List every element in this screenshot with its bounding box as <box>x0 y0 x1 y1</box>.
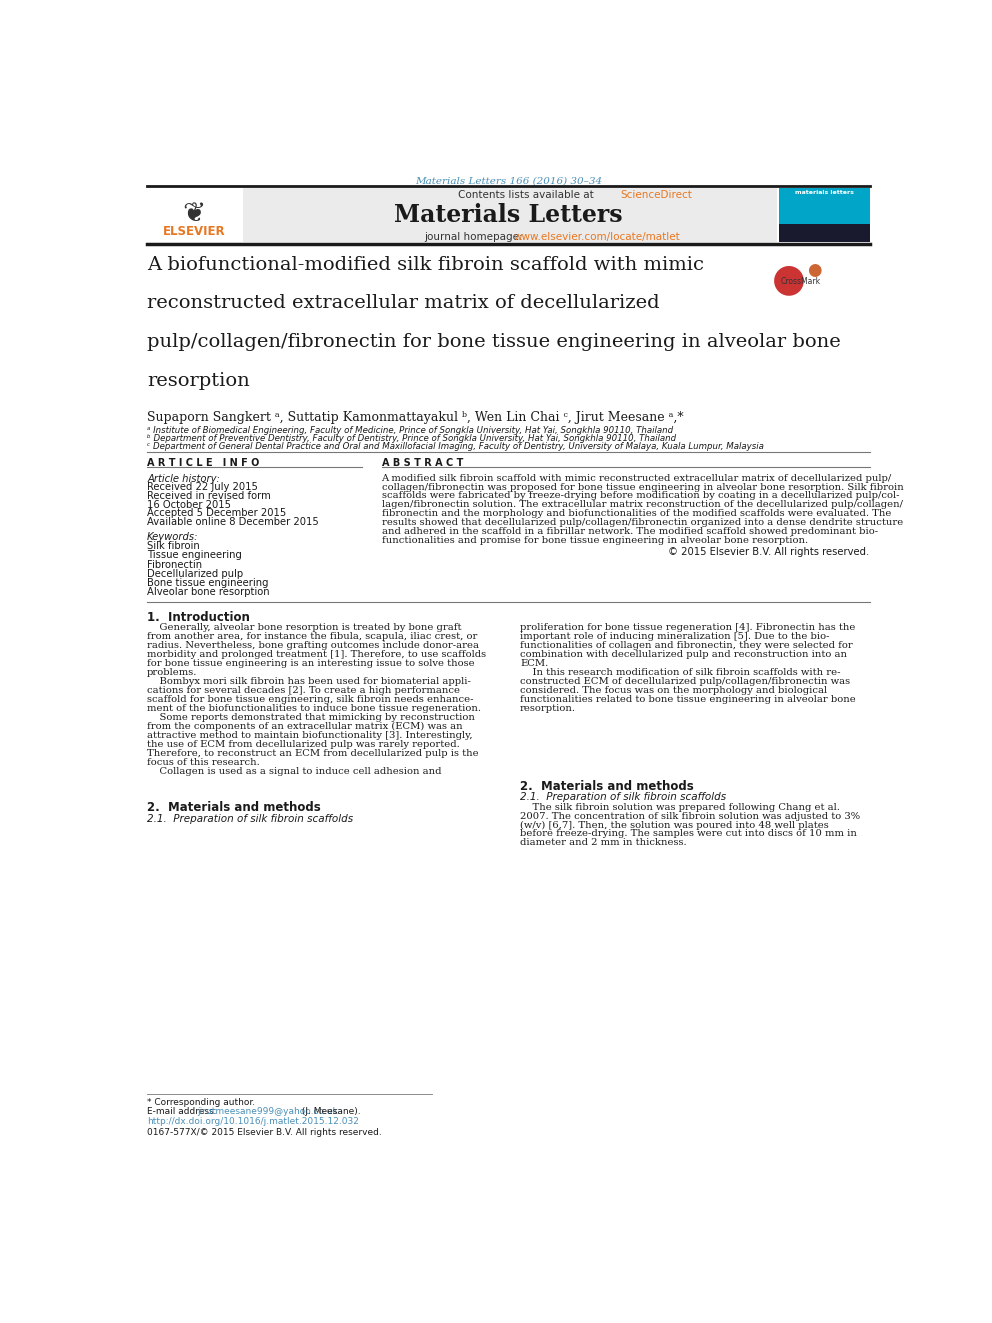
Text: ScienceDirect: ScienceDirect <box>620 191 691 200</box>
Text: important role of inducing mineralization [5]. Due to the bio-: important role of inducing mineralizatio… <box>520 632 829 642</box>
Text: before freeze-drying. The samples were cut into discs of 10 mm in: before freeze-drying. The samples were c… <box>520 830 857 839</box>
Text: Contents lists available at: Contents lists available at <box>458 191 597 200</box>
Text: The silk fibroin solution was prepared following Chang et al.: The silk fibroin solution was prepared f… <box>520 803 840 811</box>
Text: A R T I C L E   I N F O: A R T I C L E I N F O <box>147 458 260 468</box>
Text: Bombyx mori silk fibroin has been used for biomaterial appli-: Bombyx mori silk fibroin has been used f… <box>147 677 471 687</box>
Text: combination with decellularized pulp and reconstruction into an: combination with decellularized pulp and… <box>520 650 847 659</box>
Text: 2.1.  Preparation of silk fibroin scaffolds: 2.1. Preparation of silk fibroin scaffol… <box>520 792 726 802</box>
Text: Silk fibroin: Silk fibroin <box>147 541 199 552</box>
Text: In this research modification of silk fibroin scaffolds with re-: In this research modification of silk fi… <box>520 668 840 677</box>
Text: Keywords:: Keywords: <box>147 532 198 542</box>
Text: Decellularized pulp: Decellularized pulp <box>147 569 243 578</box>
Text: 2.  Materials and methods: 2. Materials and methods <box>147 802 320 814</box>
Text: 2.1.  Preparation of silk fibroin scaffolds: 2.1. Preparation of silk fibroin scaffol… <box>147 815 353 824</box>
Text: A biofunctional-modified silk fibroin scaffold with mimic: A biofunctional-modified silk fibroin sc… <box>147 255 704 274</box>
Text: 2.  Materials and methods: 2. Materials and methods <box>520 781 693 794</box>
Text: reconstructed extracellular matrix of decellularized: reconstructed extracellular matrix of de… <box>147 294 660 312</box>
Text: Materials Letters: Materials Letters <box>394 202 623 226</box>
Text: A modified silk fibroin scaffold with mimic reconstructed extracellular matrix o: A modified silk fibroin scaffold with mi… <box>382 474 892 483</box>
Text: lagen/fibronectin solution. The extracellular matrix reconstruction of the decel: lagen/fibronectin solution. The extracel… <box>382 500 903 509</box>
Text: http://dx.doi.org/10.1016/j.matlet.2015.12.032: http://dx.doi.org/10.1016/j.matlet.2015.… <box>147 1118 359 1126</box>
FancyBboxPatch shape <box>147 188 242 242</box>
Text: ᵇ Department of Preventive Dentistry, Faculty of Dentistry, Prince of Songkla Un: ᵇ Department of Preventive Dentistry, Fa… <box>147 434 677 443</box>
Text: collagen/fibronectin was proposed for bone tissue engineering in alveolar bone r: collagen/fibronectin was proposed for bo… <box>382 483 904 492</box>
Text: scaffolds were fabricated by freeze-drying before modification by coating in a d: scaffolds were fabricated by freeze-dryi… <box>382 491 899 500</box>
Text: fibronectin and the morphology and biofunctionalities of the modified scaffolds : fibronectin and the morphology and biofu… <box>382 509 891 519</box>
Text: functionalities of collagen and fibronectin, they were selected for: functionalities of collagen and fibronec… <box>520 642 853 650</box>
Text: focus of this research.: focus of this research. <box>147 758 260 767</box>
Text: A B S T R A C T: A B S T R A C T <box>382 458 463 468</box>
Text: functionalities and promise for bone tissue engineering in alveolar bone resorpt: functionalities and promise for bone tis… <box>382 536 807 545</box>
Text: and adhered in the scaffold in a fibrillar network. The modified scaffold showed: and adhered in the scaffold in a fibrill… <box>382 528 878 536</box>
Text: Received in revised form: Received in revised form <box>147 491 271 501</box>
Text: diameter and 2 mm in thickness.: diameter and 2 mm in thickness. <box>520 839 686 848</box>
FancyBboxPatch shape <box>779 188 870 242</box>
Text: Therefore, to reconstruct an ECM from decellularized pulp is the: Therefore, to reconstruct an ECM from de… <box>147 749 479 758</box>
FancyBboxPatch shape <box>243 188 778 242</box>
Text: 1.  Introduction: 1. Introduction <box>147 611 250 624</box>
Text: resorption.: resorption. <box>520 704 576 713</box>
Text: ᶜ Department of General Dental Practice and Oral and Maxillofacial Imaging, Facu: ᶜ Department of General Dental Practice … <box>147 442 764 451</box>
Text: * Corresponding author.: * Corresponding author. <box>147 1098 255 1107</box>
Text: Supaporn Sangkert ᵃ, Suttatip Kamonmattayakul ᵇ, Wen Lin Chai ᶜ, Jirut Meesane ᵃ: Supaporn Sangkert ᵃ, Suttatip Kamonmatta… <box>147 411 683 425</box>
Text: CrossMark: CrossMark <box>781 277 820 286</box>
Text: ECM.: ECM. <box>520 659 549 668</box>
Text: Article history:: Article history: <box>147 474 220 483</box>
Text: for bone tissue engineering is an interesting issue to solve those: for bone tissue engineering is an intere… <box>147 659 475 668</box>
Text: (w/v) [6,7]. Then, the solution was poured into 48 well plates: (w/v) [6,7]. Then, the solution was pour… <box>520 820 828 830</box>
Text: ment of the biofunctionalities to induce bone tissue regeneration.: ment of the biofunctionalities to induce… <box>147 704 481 713</box>
Text: Available online 8 December 2015: Available online 8 December 2015 <box>147 517 318 527</box>
Text: Some reports demonstrated that mimicking by reconstruction: Some reports demonstrated that mimicking… <box>147 713 475 722</box>
Text: ●: ● <box>807 261 821 279</box>
Text: Fibronectin: Fibronectin <box>147 560 202 570</box>
Text: ᵃ Institute of Biomedical Engineering, Faculty of Medicine, Prince of Songkla Un: ᵃ Institute of Biomedical Engineering, F… <box>147 426 674 435</box>
Text: jirutmeesane999@yahoo.co.uk: jirutmeesane999@yahoo.co.uk <box>197 1107 338 1117</box>
Text: www.elsevier.com/locate/matlet: www.elsevier.com/locate/matlet <box>514 232 681 242</box>
Text: the use of ECM from decellularized pulp was rarely reported.: the use of ECM from decellularized pulp … <box>147 740 460 749</box>
Text: from another area, for instance the fibula, scapula, iliac crest, or: from another area, for instance the fibu… <box>147 632 477 642</box>
Text: (J. Meesane).: (J. Meesane). <box>300 1107 361 1117</box>
Text: results showed that decellularized pulp/collagen/fibronectin organized into a de: results showed that decellularized pulp/… <box>382 519 903 528</box>
Text: 0167-577X/© 2015 Elsevier B.V. All rights reserved.: 0167-577X/© 2015 Elsevier B.V. All right… <box>147 1127 382 1136</box>
Text: Accepted 5 December 2015: Accepted 5 December 2015 <box>147 508 287 519</box>
Text: E-mail address:: E-mail address: <box>147 1107 216 1117</box>
Text: 16 October 2015: 16 October 2015 <box>147 500 231 509</box>
Text: morbidity and prolonged treatment [1]. Therefore, to use scaffolds: morbidity and prolonged treatment [1]. T… <box>147 650 486 659</box>
Text: scaffold for bone tissue engineering, silk fibroin needs enhance-: scaffold for bone tissue engineering, si… <box>147 695 473 704</box>
Text: cations for several decades [2]. To create a high performance: cations for several decades [2]. To crea… <box>147 687 460 695</box>
Text: problems.: problems. <box>147 668 197 677</box>
Text: proliferation for bone tissue regeneration [4]. Fibronectin has the: proliferation for bone tissue regenerati… <box>520 623 855 632</box>
Text: 2007. The concentration of silk fibroin solution was adjusted to 3%: 2007. The concentration of silk fibroin … <box>520 811 860 820</box>
Text: © 2015 Elsevier B.V. All rights reserved.: © 2015 Elsevier B.V. All rights reserved… <box>669 548 870 557</box>
Text: functionalities related to bone tissue engineering in alveolar bone: functionalities related to bone tissue e… <box>520 695 856 704</box>
Text: Collagen is used as a signal to induce cell adhesion and: Collagen is used as a signal to induce c… <box>147 767 441 775</box>
Text: ELSEVIER: ELSEVIER <box>163 225 225 238</box>
Text: considered. The focus was on the morphology and biological: considered. The focus was on the morphol… <box>520 687 827 695</box>
Text: attractive method to maintain biofunctionality [3]. Interestingly,: attractive method to maintain biofunctio… <box>147 730 473 740</box>
Text: Alveolar bone resorption: Alveolar bone resorption <box>147 587 270 597</box>
Text: journal homepage:: journal homepage: <box>424 232 526 242</box>
Text: ❦: ❦ <box>183 200 205 228</box>
Text: resorption: resorption <box>147 372 250 390</box>
Text: Bone tissue engineering: Bone tissue engineering <box>147 578 269 587</box>
Text: pulp/collagen/fibronectin for bone tissue engineering in alveolar bone: pulp/collagen/fibronectin for bone tissu… <box>147 333 841 351</box>
Text: Materials Letters 166 (2016) 30–34: Materials Letters 166 (2016) 30–34 <box>415 176 602 185</box>
Text: ●: ● <box>772 261 806 299</box>
Text: radius. Nevertheless, bone grafting outcomes include donor-area: radius. Nevertheless, bone grafting outc… <box>147 642 479 650</box>
Text: materials letters: materials letters <box>795 191 854 196</box>
Text: Generally, alveolar bone resorption is treated by bone graft: Generally, alveolar bone resorption is t… <box>147 623 461 632</box>
Text: constructed ECM of decellularized pulp/collagen/fibronectin was: constructed ECM of decellularized pulp/c… <box>520 677 850 687</box>
Text: Received 22 July 2015: Received 22 July 2015 <box>147 482 258 492</box>
Text: from the components of an extracellular matrix (ECM) was an: from the components of an extracellular … <box>147 722 462 732</box>
FancyBboxPatch shape <box>779 224 870 242</box>
Text: Tissue engineering: Tissue engineering <box>147 550 242 561</box>
